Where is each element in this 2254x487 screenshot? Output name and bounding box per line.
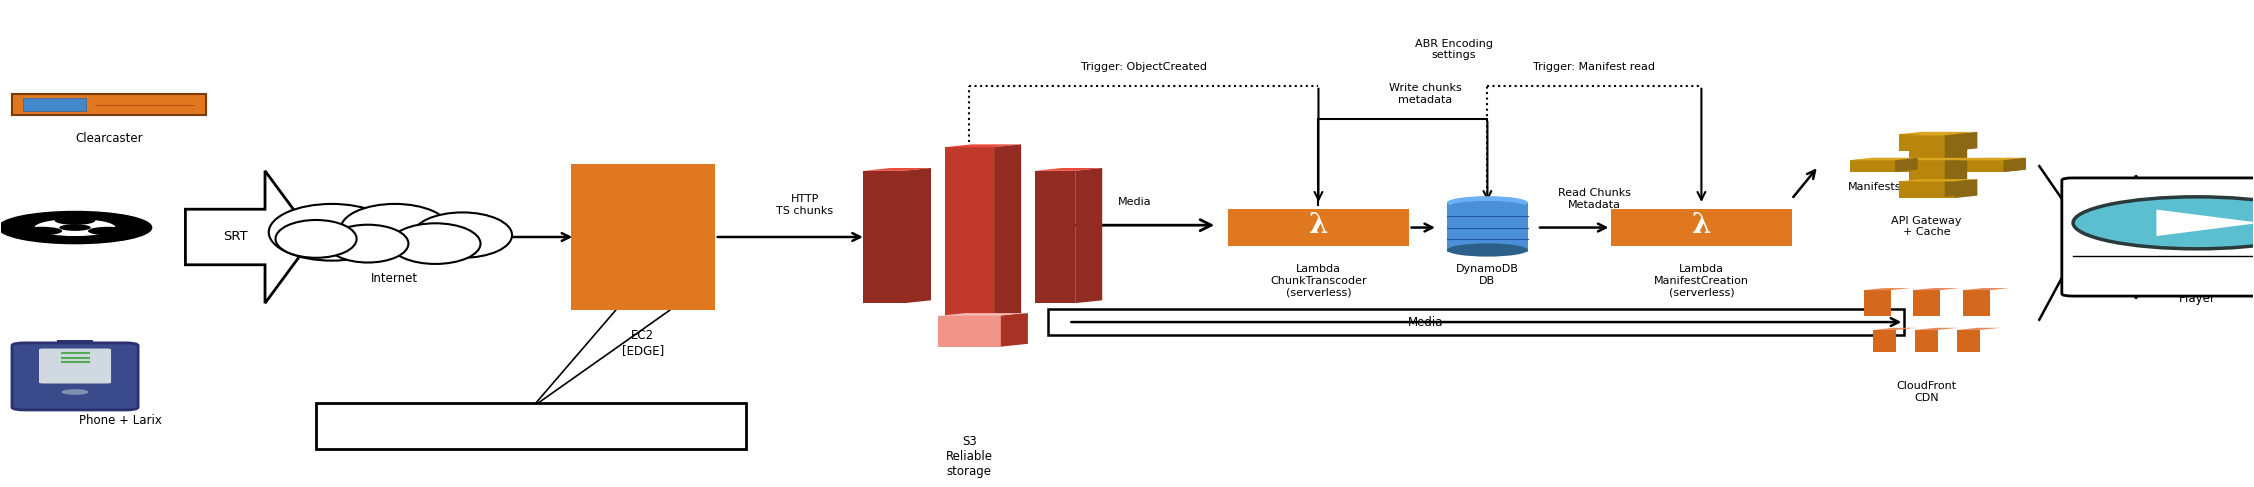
Bar xyxy=(23,98,86,112)
Text: Internet: Internet xyxy=(372,272,419,285)
Polygon shape xyxy=(904,168,931,303)
Circle shape xyxy=(0,211,151,244)
Bar xyxy=(938,316,1001,347)
Text: API Gateway
+ Cache: API Gateway + Cache xyxy=(1891,216,1961,237)
Text: CloudFront
CDN: CloudFront CDN xyxy=(1896,381,1956,403)
Polygon shape xyxy=(1909,133,1968,135)
Polygon shape xyxy=(1916,328,1959,330)
Circle shape xyxy=(61,389,88,395)
Polygon shape xyxy=(1075,168,1102,303)
Polygon shape xyxy=(2004,158,2026,172)
Polygon shape xyxy=(994,144,1021,327)
Polygon shape xyxy=(1898,179,1977,182)
Polygon shape xyxy=(1954,179,1977,198)
Text: Trigger: ObjectCreated: Trigger: ObjectCreated xyxy=(1082,61,1206,72)
Bar xyxy=(570,164,715,310)
Bar xyxy=(1959,160,2004,172)
Bar xyxy=(1035,171,1075,303)
Bar xyxy=(1864,290,1891,316)
FancyBboxPatch shape xyxy=(38,349,110,383)
Ellipse shape xyxy=(1447,201,1528,214)
Polygon shape xyxy=(1898,132,1977,134)
Text: S3
Reliable
storage: S3 Reliable storage xyxy=(947,435,992,479)
Text: DynamoDB
DB: DynamoDB DB xyxy=(1456,264,1519,286)
Text: Media: Media xyxy=(1409,316,1443,329)
Polygon shape xyxy=(1001,313,1028,347)
Text: Trigger: Manifest read: Trigger: Manifest read xyxy=(1533,61,1654,72)
Circle shape xyxy=(54,216,95,225)
Bar xyxy=(1963,290,1990,316)
Text: HTTP
TS chunks: HTTP TS chunks xyxy=(775,194,834,216)
Text: SRT: SRT xyxy=(223,230,248,244)
Bar xyxy=(1851,160,2004,172)
Text: EC2
[EDGE]: EC2 [EDGE] xyxy=(622,329,665,357)
Circle shape xyxy=(34,219,115,236)
Text: Manifests: Manifests xyxy=(1848,182,1902,192)
Polygon shape xyxy=(1959,158,2026,160)
Text: OBS: OBS xyxy=(183,221,212,234)
Bar xyxy=(1612,208,1792,246)
Circle shape xyxy=(23,227,63,235)
Polygon shape xyxy=(1963,288,2011,290)
Polygon shape xyxy=(863,168,931,171)
Ellipse shape xyxy=(1447,196,1528,209)
Polygon shape xyxy=(1851,158,2026,160)
Bar xyxy=(1898,182,1954,198)
Polygon shape xyxy=(1035,168,1102,171)
Polygon shape xyxy=(2004,158,2026,172)
Bar xyxy=(56,339,92,342)
Circle shape xyxy=(88,227,128,235)
Polygon shape xyxy=(938,313,1028,316)
Text: Player
Player: Player Player xyxy=(2180,277,2216,305)
Polygon shape xyxy=(185,171,313,303)
Polygon shape xyxy=(944,144,1021,147)
Text: HLS: HLS xyxy=(2096,230,2121,244)
Text: Read Chunks
Metadata: Read Chunks Metadata xyxy=(1558,188,1632,209)
Bar xyxy=(1916,330,1938,352)
FancyBboxPatch shape xyxy=(316,403,746,449)
Bar xyxy=(1898,134,1954,151)
Text: Lambda
ManifestCreation
(serverless): Lambda ManifestCreation (serverless) xyxy=(1654,264,1749,298)
Text: λ: λ xyxy=(1693,212,1711,239)
Bar xyxy=(1909,135,1945,197)
Circle shape xyxy=(2074,197,2254,249)
Polygon shape xyxy=(1896,158,1918,172)
Text: Media: Media xyxy=(1118,197,1152,207)
Circle shape xyxy=(59,224,90,231)
Bar xyxy=(1873,330,1896,352)
Text: Lambda
ChunkTranscoder
(serverless): Lambda ChunkTranscoder (serverless) xyxy=(1271,264,1366,298)
Ellipse shape xyxy=(1447,244,1528,257)
Bar xyxy=(1048,309,1905,336)
Bar xyxy=(944,147,994,327)
FancyBboxPatch shape xyxy=(2062,178,2254,296)
Polygon shape xyxy=(1864,288,1911,290)
Text: Phone + Larix: Phone + Larix xyxy=(79,414,162,427)
Bar xyxy=(863,171,904,303)
Polygon shape xyxy=(1956,328,2002,330)
Bar xyxy=(1851,160,1896,172)
Bar xyxy=(1447,203,1528,252)
Bar xyxy=(1228,208,1409,246)
Text: Clearcaster: Clearcaster xyxy=(74,132,142,145)
Text: Write chunks
metadata: Write chunks metadata xyxy=(1388,83,1463,105)
FancyBboxPatch shape xyxy=(11,343,137,410)
Polygon shape xyxy=(1873,328,1916,330)
Polygon shape xyxy=(1914,288,1961,290)
Bar xyxy=(11,94,205,115)
Polygon shape xyxy=(1954,132,1977,151)
Polygon shape xyxy=(2157,209,2254,236)
Text: λ: λ xyxy=(1310,212,1328,239)
Polygon shape xyxy=(2069,175,2177,299)
Bar xyxy=(1914,290,1941,316)
Text: ffmpeg + go-ts-segmenter: ffmpeg + go-ts-segmenter xyxy=(444,419,620,432)
Polygon shape xyxy=(1945,133,1968,197)
Polygon shape xyxy=(1851,158,1918,160)
Text: ABR Encoding
settings: ABR Encoding settings xyxy=(1416,38,1492,60)
Bar xyxy=(1956,330,1981,352)
